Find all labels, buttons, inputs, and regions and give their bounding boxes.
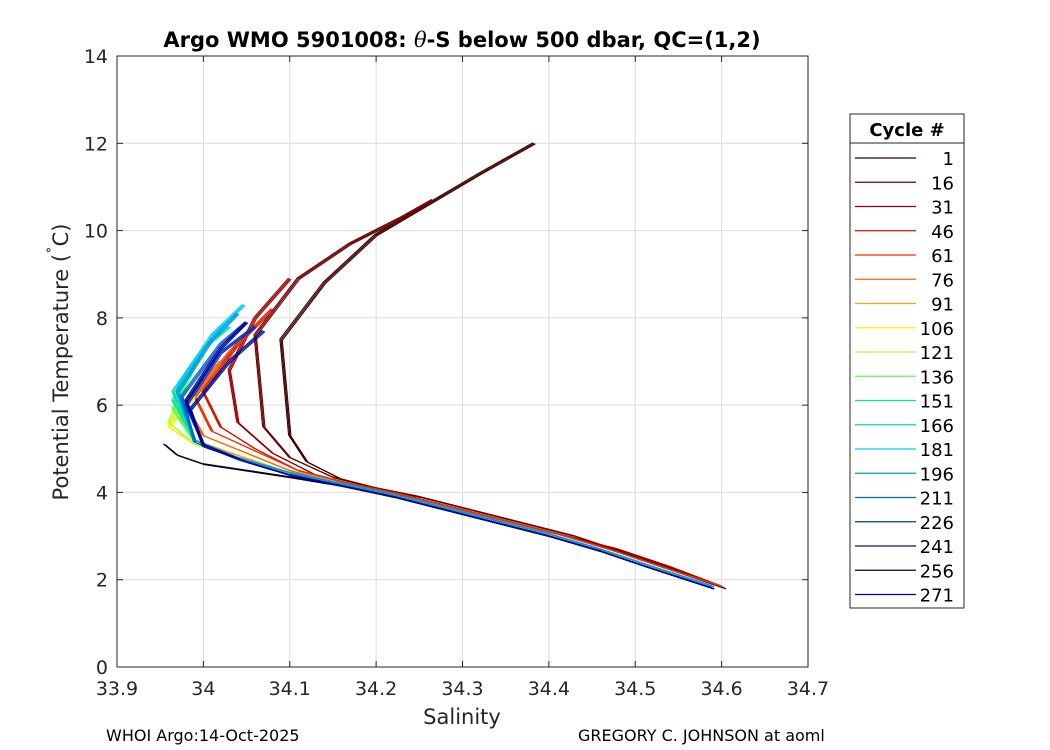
legend-entry-label: 121 [920, 343, 954, 364]
y-tick-label: 10 [84, 221, 108, 243]
y-tick-label: 14 [84, 46, 108, 68]
title-symbol: θ [414, 28, 427, 52]
title-suffix: -S below 500 dbar, QC=(1,2) [427, 28, 761, 52]
x-tick-label: 33.9 [96, 678, 138, 700]
y-tick-label: 12 [84, 133, 108, 155]
y-axis-label-unit: C) [49, 224, 73, 247]
legend-entry-label: 211 [920, 489, 954, 510]
legend-entry-label: 61 [931, 246, 954, 267]
legend-entry-label: 76 [931, 270, 954, 291]
legend-box [849, 113, 965, 609]
title-prefix: Argo WMO 5901008: [163, 28, 414, 52]
y-axis-ticks: 0 2 4 6 8 10 12 14 [84, 46, 808, 679]
y-tick-label: 6 [96, 395, 108, 417]
y-axis-label-main: Potential Temperature ( [49, 254, 73, 501]
legend-entry-label: 106 [920, 319, 954, 340]
x-tick-label: 34.7 [787, 678, 829, 700]
x-tick-label: 34.5 [614, 678, 656, 700]
x-axis-ticks: 33.9 34 34.1 34.2 34.3 34.4 34.5 34.6 34.7 [96, 56, 829, 700]
legend: Cycle # 11631466176911061211361511661811… [849, 113, 965, 609]
legend-entry-label: 226 [920, 513, 954, 534]
x-axis-label: Salinity [423, 705, 501, 729]
series-line-5-trace [195, 318, 723, 588]
y-axis-label: Potential Temperature (˚C) [46, 224, 73, 501]
x-tick-label: 34.2 [355, 678, 397, 700]
legend-entry-label: 91 [931, 295, 954, 316]
y-axis-label-degree: ˚ [46, 246, 64, 254]
x-tick-label: 34.1 [269, 678, 311, 700]
legend-entry-label: 16 [931, 173, 954, 194]
series-line-19-trace [186, 322, 715, 590]
x-tick-label: 34.3 [441, 678, 483, 700]
y-tick-label: 2 [96, 570, 108, 592]
chart-title: Argo WMO 5901008: θ-S below 500 dbar, QC… [163, 28, 760, 52]
legend-entry-label: 136 [920, 367, 954, 388]
y-tick-label: 4 [96, 482, 108, 504]
x-tick-label: 34.6 [700, 678, 742, 700]
legend-entry-label: 1 [943, 149, 954, 170]
legend-entry-label: 31 [931, 198, 954, 219]
legend-entry-label: 181 [920, 440, 954, 461]
x-tick-label: 34.4 [528, 678, 570, 700]
y-tick-label: 0 [96, 657, 108, 679]
footer-right: GREGORY C. JOHNSON at aoml [578, 726, 825, 745]
series-group [162, 142, 727, 590]
legend-entry-label: 256 [920, 561, 954, 582]
legend-entry-label: 241 [920, 537, 954, 558]
footer-left: WHOI Argo:14-Oct-2025 [106, 726, 300, 745]
legend-entry-label: 166 [920, 416, 954, 437]
legend-title: Cycle # [869, 120, 944, 141]
legend-entry-label: 271 [920, 586, 954, 607]
legend-entry-label: 151 [920, 392, 954, 413]
y-tick-label: 8 [96, 308, 108, 330]
legend-entries: 1 16 31 46 61 76 91 106 121 136 151 166 181 196 211 226… [855, 149, 954, 607]
legend-entry-label: 196 [920, 464, 954, 485]
legend-entry-label: 46 [931, 222, 954, 243]
x-tick-label: 34 [191, 678, 215, 700]
